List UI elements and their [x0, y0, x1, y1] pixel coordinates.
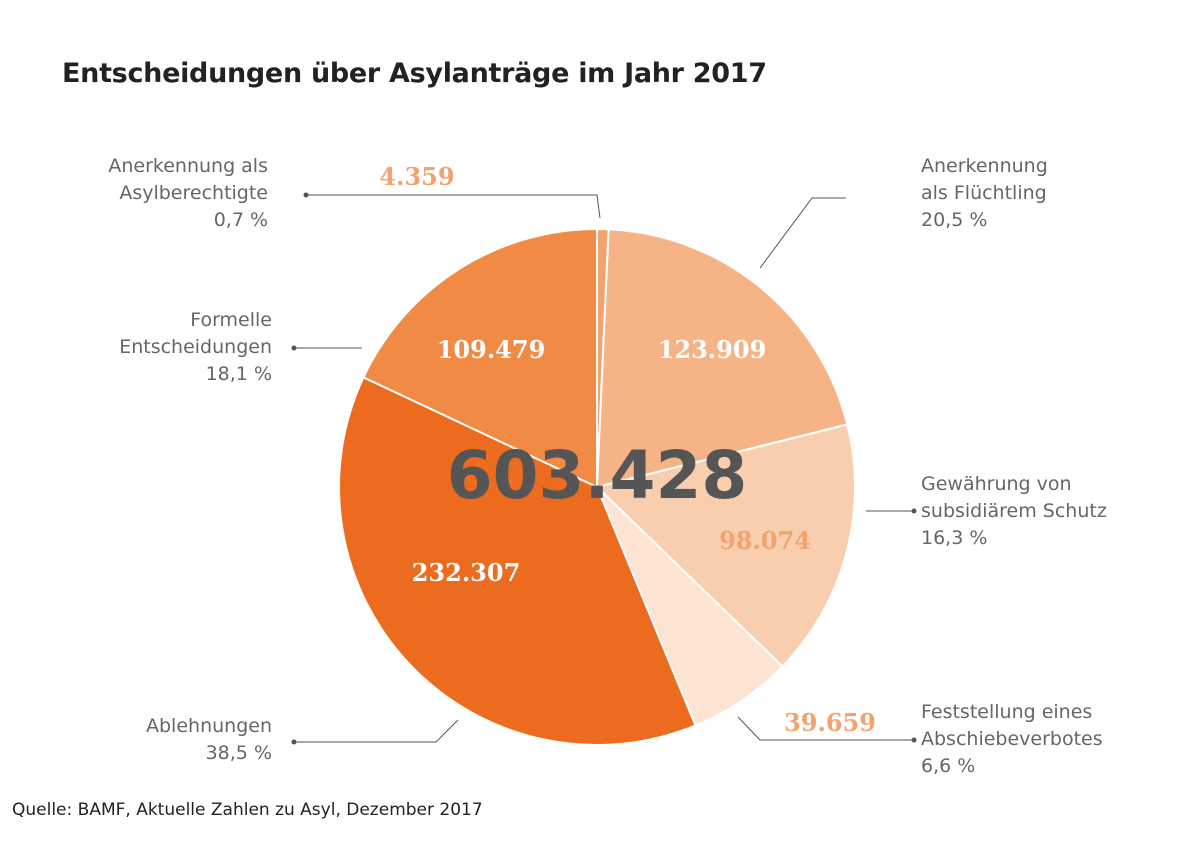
slice-value: 39.659	[784, 708, 876, 737]
leader-dot	[291, 345, 297, 351]
slice-value: 232.307	[412, 558, 521, 587]
leader-line	[294, 719, 459, 743]
leader-line	[306, 194, 601, 219]
slice-name-line: Gewährung von	[921, 473, 1072, 495]
leader-line	[759, 197, 846, 269]
slice-labels: Anerkennung als Asylberechtigte 0,7 % 4.359…	[108, 155, 1106, 777]
slice-label: Ablehnungen 38,5 %	[146, 715, 272, 764]
leader-lines	[291, 192, 917, 745]
total-value: 603.428	[447, 437, 748, 514]
pie-slices	[338, 227, 856, 746]
pie-slice	[595, 228, 849, 489]
slice-name-line: Ablehnungen	[146, 715, 272, 737]
slice-value: 109.479	[437, 335, 546, 364]
slice-value: 4.359	[379, 162, 454, 191]
slice-percent: 38,5 %	[206, 742, 272, 764]
slice-name-line: Anerkennung	[921, 155, 1048, 177]
slice-percent: 6,6 %	[921, 755, 975, 777]
leader-line	[737, 716, 914, 741]
slice-value: 98.074	[719, 526, 811, 555]
slice-name-line: Entscheidungen	[119, 336, 272, 358]
chart-title: Entscheidungen über Asylanträge im Jahr …	[62, 58, 767, 89]
slice-name-line: subsidiärem Schutz	[921, 500, 1107, 522]
slice-percent: 20,5 %	[921, 209, 987, 231]
slice-label: Feststellung eines Abschiebeverbotes 6,6 %	[921, 701, 1103, 777]
slice-percent: 16,3 %	[921, 527, 987, 549]
leader-dot	[911, 508, 917, 514]
leader-dot	[291, 739, 297, 745]
slice-name-line: Formelle	[190, 309, 272, 331]
slice-percent: 18,1 %	[206, 363, 272, 385]
slice-name-line: Asylberechtigte	[119, 182, 268, 204]
leader-dot	[303, 192, 309, 198]
slice-percent: 0,7 %	[214, 209, 268, 231]
slice-name-line: als Flüchtling	[921, 182, 1047, 204]
slice-value: 123.909	[658, 335, 767, 364]
pie-slice	[338, 376, 697, 746]
slice-name-line: Anerkennung als	[108, 155, 268, 177]
slice-label: Anerkennung als Flüchtling 20,5 %	[921, 155, 1048, 231]
leader-dot	[911, 737, 917, 743]
slice-label: Gewährung von subsidiärem Schutz 16,3 %	[921, 473, 1107, 549]
pie-slice	[362, 227, 598, 489]
slice-name-line: Feststellung eines	[921, 701, 1092, 723]
slice-label: Anerkennung als Asylberechtigte 0,7 %	[108, 155, 268, 231]
pie-slice	[595, 423, 856, 668]
slice-label: Formelle Entscheidungen 18,1 %	[119, 309, 272, 385]
source-note: Quelle: BAMF, Aktuelle Zahlen zu Asyl, D…	[12, 800, 483, 820]
slice-name-line: Abschiebeverbotes	[921, 728, 1103, 750]
